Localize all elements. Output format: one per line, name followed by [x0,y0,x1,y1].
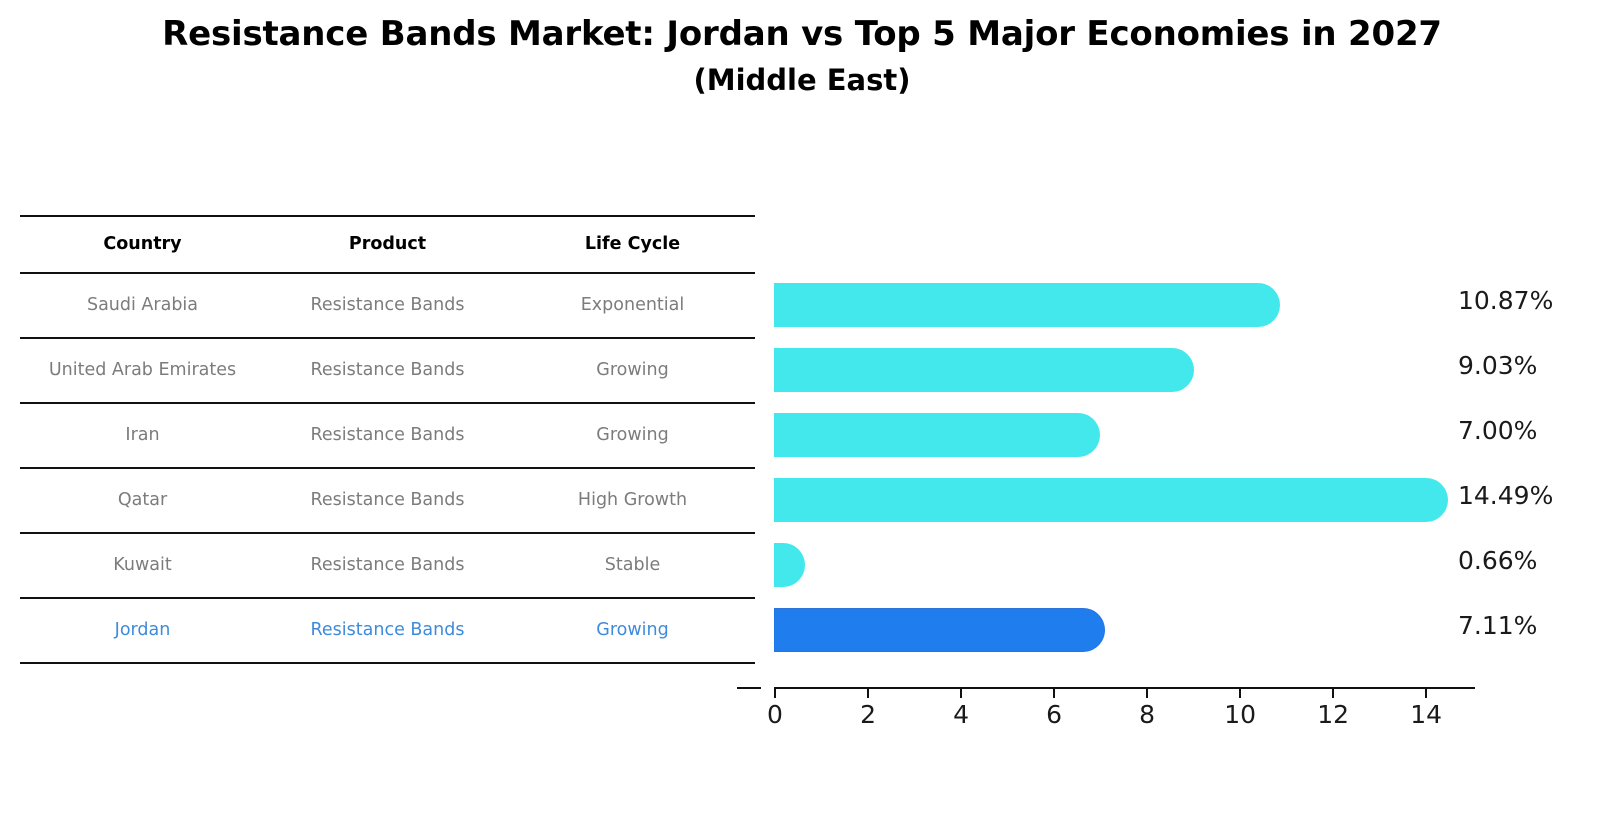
bar-value-label: 7.11% [1458,611,1538,640]
bar[interactable] [774,413,1100,457]
bar-value-label: 7.00% [1458,416,1538,445]
plot-area: 10.87% 9.03% 7.00% 14.49% 0.66% 7.11% [774,272,1553,687]
axis-stub [737,687,761,690]
table-header-row: Country Product Life Cycle [20,215,755,274]
bar[interactable] [774,608,1105,652]
country-data-table: Country Product Life Cycle Saudi Arabia R… [20,215,755,664]
table-cell-country: United Arab Emirates [20,338,265,404]
table-cell-product: Resistance Bands [265,533,510,599]
table-cell-life-cycle: Growing [510,598,755,664]
table-cell-life-cycle: Growing [510,338,755,404]
bar-value-label: 10.87% [1458,286,1554,315]
x-tick [1425,687,1428,698]
page-subtitle: (Middle East) [693,62,911,97]
x-tick-label: 0 [767,700,783,729]
table-header-life-cycle: Life Cycle [510,215,755,274]
table-cell-country: Jordan [20,598,265,664]
bar-value-label: 0.66% [1458,546,1538,575]
x-tick [960,687,963,698]
bar-value-label: 9.03% [1458,351,1538,380]
bar-row: 14.49% [774,467,1553,532]
x-tick-label: 12 [1317,700,1350,729]
bar[interactable] [774,283,1280,327]
x-tick [774,687,777,698]
x-tick [1332,687,1335,698]
table-cell-country: Qatar [20,468,265,534]
bar-row: 9.03% [774,337,1537,402]
x-axis: 0 2 4 6 8 10 12 14 [737,687,1475,737]
bar-value-label: 14.49% [1458,481,1554,510]
table-cell-country: Saudi Arabia [20,273,265,339]
x-axis-line [774,687,1475,690]
table-cell-product: Resistance Bands [265,598,510,664]
table-cell-product: Resistance Bands [265,338,510,404]
table-cell-life-cycle: Stable [510,533,755,599]
table-header-product: Product [265,215,510,274]
x-tick [867,687,870,698]
x-tick-label: 6 [1046,700,1063,729]
bar[interactable] [774,543,805,587]
bar-row: 7.00% [774,402,1537,467]
table-row: Kuwait Resistance Bands Stable [20,533,755,599]
table-cell-life-cycle: Growing [510,403,755,469]
x-tick-label: 2 [860,700,876,729]
bar[interactable] [774,478,1448,522]
x-tick-label: 4 [953,700,969,729]
table-cell-product: Resistance Bands [265,273,510,339]
title-block: Resistance Bands Market: Jordan vs Top 5… [0,12,1604,100]
x-tick [1053,687,1056,698]
x-tick-label: 8 [1139,700,1156,729]
table-row: Jordan Resistance Bands Growing [20,598,755,664]
data-table-panel: Country Product Life Cycle Saudi Arabia R… [20,215,755,664]
table-header-country: Country [20,215,265,274]
x-tick [1239,687,1242,698]
table-cell-life-cycle: High Growth [510,468,755,534]
table-row: Qatar Resistance Bands High Growth [20,468,755,534]
bar-row: 0.66% [774,532,1537,597]
table-cell-product: Resistance Bands [265,403,510,469]
x-tick [1146,687,1149,698]
bar-chart-panel: 10.87% 9.03% 7.00% 14.49% 0.66% 7.11% 0 2 4 6 8 10… [737,215,1585,737]
x-tick-label: 10 [1224,700,1257,729]
table-body: Saudi Arabia Resistance Bands Exponential U… [20,273,755,664]
table-row: Saudi Arabia Resistance Bands Exponential [20,273,755,339]
table-cell-product: Resistance Bands [265,468,510,534]
table-cell-country: Kuwait [20,533,265,599]
bar-row: 10.87% [774,272,1553,337]
page-title: Resistance Bands Market: Jordan vs Top 5… [162,14,1442,54]
bar[interactable] [774,348,1194,392]
table-cell-country: Iran [20,403,265,469]
bar-row: 7.11% [774,597,1537,662]
table-cell-life-cycle: Exponential [510,273,755,339]
x-tick-label: 14 [1410,700,1443,729]
table-row: Iran Resistance Bands Growing [20,403,755,469]
table-row: United Arab Emirates Resistance Bands Grow… [20,338,755,404]
